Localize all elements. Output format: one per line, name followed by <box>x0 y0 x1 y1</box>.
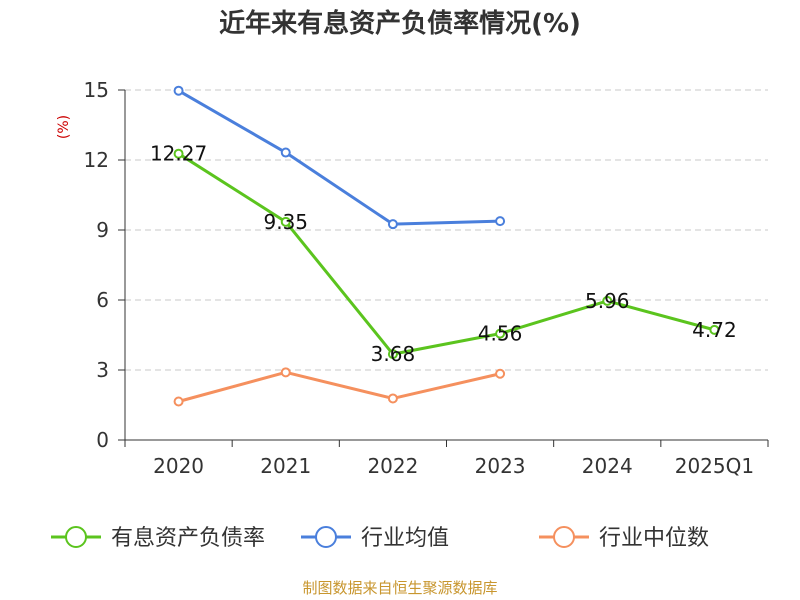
data-point <box>387 349 398 360</box>
data-point <box>495 368 506 379</box>
legend: 有息资产负债率 行业均值 行业中位数 <box>51 526 709 551</box>
data-point <box>280 147 291 158</box>
legend-swatch-marker <box>553 526 575 548</box>
data-point <box>173 148 184 159</box>
legend-item-2: 行业中位数 <box>539 526 709 551</box>
y-tick-label: 15 <box>84 78 109 102</box>
data-label: 12.27 <box>150 142 207 166</box>
x-tick-label: 2025Q1 <box>675 454 754 478</box>
data-label: 4.72 <box>692 318 737 342</box>
series-lines <box>173 85 720 407</box>
data-label: 5.96 <box>585 289 630 313</box>
series-line-0 <box>177 152 715 356</box>
legend-label: 行业均值 <box>361 526 449 551</box>
grid-lines <box>125 89 768 371</box>
y-tick-label: 3 <box>96 358 109 382</box>
series-line-1 <box>177 89 501 226</box>
x-tick-label: 2023 <box>475 454 526 478</box>
x-tick-label: 2024 <box>582 454 633 478</box>
y-tick-label: 6 <box>96 288 109 312</box>
chart-title: 近年来有息资产负债率情况(%) <box>219 8 581 39</box>
data-point <box>495 328 506 339</box>
data-point <box>173 85 184 96</box>
legend-item-1: 行业均值 <box>301 526 449 551</box>
legend-swatch-marker <box>315 526 337 548</box>
legend-swatch-marker <box>65 526 87 548</box>
x-tick-label: 2021 <box>260 454 311 478</box>
data-label: 3.68 <box>371 342 416 366</box>
y-tick-label: 12 <box>84 148 109 172</box>
legend-item-0: 有息资产负债率 <box>51 526 265 551</box>
data-point <box>709 324 720 335</box>
data-point <box>602 295 613 306</box>
y-axis-label: (%) <box>56 115 72 139</box>
data-label: 4.56 <box>478 322 523 346</box>
data-point <box>173 396 184 407</box>
x-tick-label: 2020 <box>153 454 204 478</box>
y-tick-label: 9 <box>96 218 109 242</box>
data-label: 9.35 <box>263 210 308 234</box>
data-point <box>280 216 291 227</box>
x-tick-label: 2022 <box>367 454 418 478</box>
source-note: 制图数据来自恒生聚源数据库 <box>302 579 497 597</box>
data-point <box>495 216 506 227</box>
data-point <box>387 393 398 404</box>
legend-label: 行业中位数 <box>599 526 709 551</box>
series-line-2 <box>178 370 501 403</box>
data-point <box>280 367 291 378</box>
data-point <box>387 219 398 230</box>
data-labels: 12.27 9.35 3.68 4.56 5.96 4.72 <box>150 142 737 366</box>
axes: 0 3 6 9 12 15 2020 2021 2022 2023 2024 2025Q1 <box>84 78 769 478</box>
y-tick-label: 0 <box>96 428 109 452</box>
legend-label: 有息资产负债率 <box>111 526 265 551</box>
